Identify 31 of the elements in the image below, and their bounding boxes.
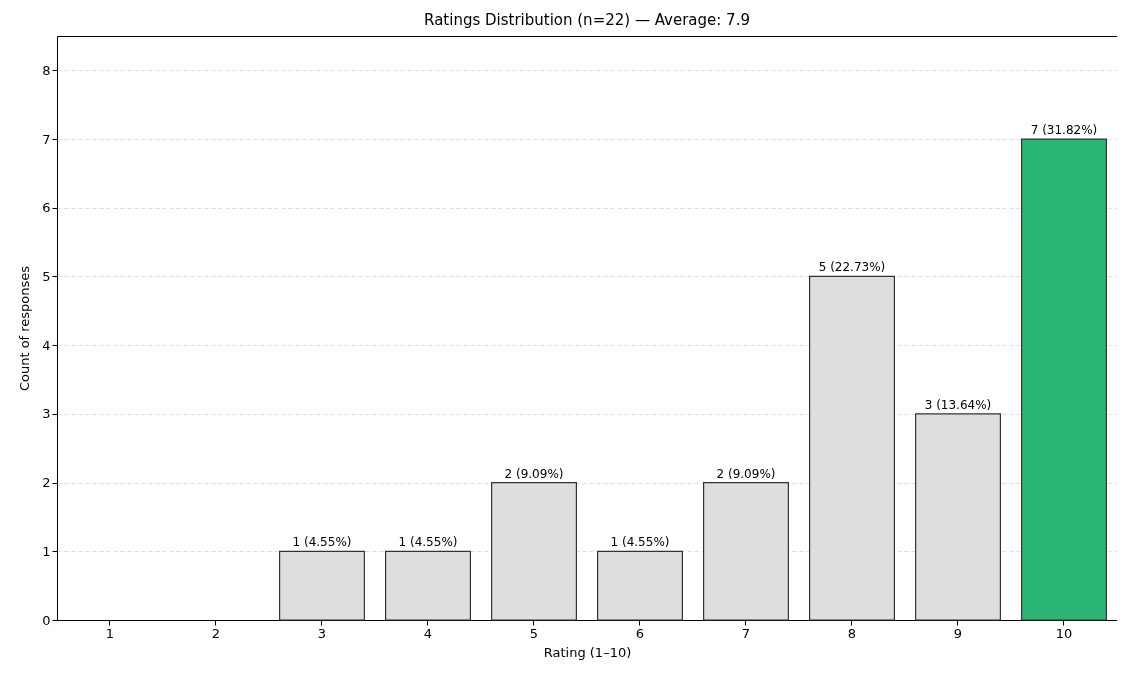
y-tick-label: 7 (42, 131, 51, 147)
x-tick-label: 9 (953, 625, 963, 641)
y-tick-label: 4 (42, 337, 51, 353)
data-label: 1 (4.55%) (610, 535, 670, 550)
data-label: 2 (9.09%) (504, 466, 564, 481)
data-label: 3 (13.64%) (924, 397, 992, 412)
x-tick-label: 8 (847, 625, 857, 641)
data-label: 5 (22.73%) (818, 260, 886, 275)
x-tick-label: 2 (211, 625, 221, 641)
x-tick-label: 5 (529, 625, 539, 641)
chart-title: Ratings Distribution (n=22) — Average: 7.9 (424, 11, 750, 29)
data-label: 7 (31.82%) (1030, 123, 1098, 138)
x-tick-label: 6 (635, 625, 645, 641)
bar (1021, 138, 1107, 621)
y-tick-label: 1 (42, 543, 51, 559)
x-tick-label: 1 (105, 625, 115, 641)
x-tick-label: 7 (741, 625, 751, 641)
x-tick-label: 4 (423, 625, 433, 641)
x-tick-label: 3 (317, 625, 327, 641)
y-tick-label: 8 (42, 62, 51, 78)
x-axis-title: Rating (1–10) (543, 644, 632, 660)
y-tick-label: 3 (42, 406, 51, 422)
y-tick-label: 6 (42, 200, 51, 216)
y-axis-title: Count of responses (17, 265, 33, 392)
y-tick-label: 5 (42, 268, 51, 284)
data-label: 2 (9.09%) (716, 466, 776, 481)
data-label: 1 (4.55%) (398, 535, 458, 550)
y-tick-label: 0 (42, 612, 51, 628)
data-label: 1 (4.55%) (292, 535, 352, 550)
y-tick-label: 2 (42, 475, 51, 491)
x-tick-label: 10 (1055, 625, 1073, 641)
